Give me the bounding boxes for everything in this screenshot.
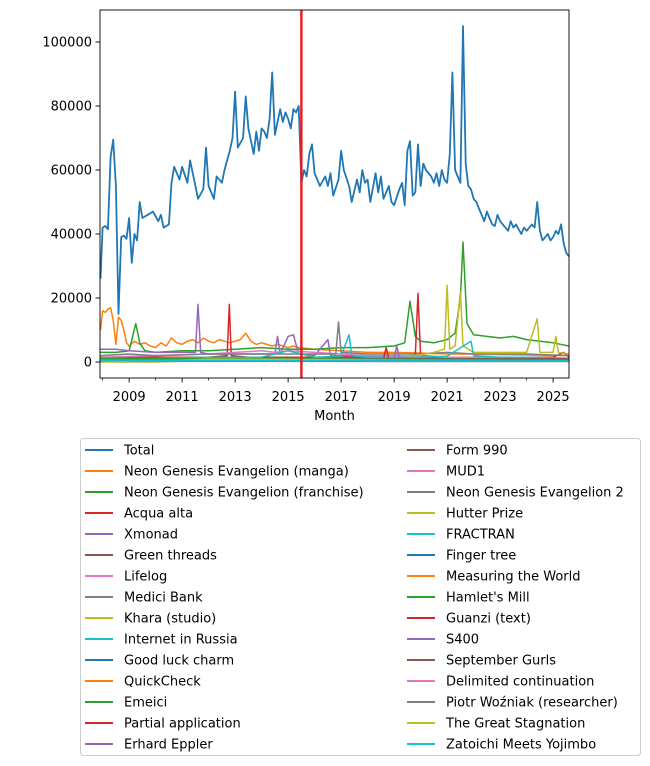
legend-label: Good luck charm — [124, 654, 234, 669]
series-line-9 — [100, 334, 569, 360]
legend-label: MUD1 — [446, 465, 485, 480]
legend-label: Measuring the World — [446, 570, 581, 585]
legend-label: Emeici — [124, 696, 167, 711]
x-tick-label: 2023 — [484, 390, 517, 405]
legend-label: The Great Stagnation — [445, 717, 585, 732]
plot-frame — [99, 9, 570, 379]
x-tick-label: 2015 — [272, 390, 305, 405]
y-tick-label: 40000 — [51, 228, 92, 243]
legend-label: Neon Genesis Evangelion (franchise) — [124, 486, 364, 501]
x-tick-label: 2025 — [537, 390, 570, 405]
legend-label: Delimited continuation — [446, 675, 594, 690]
legend-label: S400 — [446, 633, 479, 648]
legend-label: Medici Bank — [124, 591, 203, 606]
legend-label: Xmonad — [124, 528, 178, 543]
legend-label: Zatoichi Meets Yojimbo — [446, 738, 596, 753]
y-tick-label: 0 — [84, 356, 92, 371]
y-tick-label: 100000 — [42, 36, 92, 51]
legend-label: Partial application — [124, 717, 241, 732]
legend-label: Neon Genesis Evangelion (manga) — [124, 465, 349, 480]
legend-label: Hamlet's Mill — [446, 591, 530, 606]
legend-label: September Gurls — [446, 654, 556, 669]
legend-label: Erhard Eppler — [124, 738, 213, 753]
y-tick-label: 20000 — [51, 292, 92, 307]
legend-label: Guanzi (text) — [446, 612, 531, 627]
x-axis-title: Month — [314, 409, 355, 424]
legend-label: Acqua alta — [124, 507, 193, 522]
series-line-7 — [100, 321, 569, 357]
legend-label: Internet in Russia — [124, 633, 238, 648]
legend-label: FRACTRAN — [446, 528, 515, 543]
legend-label: Hutter Prize — [446, 507, 523, 522]
legend-label: QuickCheck — [124, 675, 201, 690]
legend-label: Piotr Woźniak (researcher) — [446, 696, 618, 711]
x-tick-label: 2009 — [113, 390, 146, 405]
series-lines — [100, 25, 569, 363]
legend-label: Green threads — [124, 549, 217, 564]
series-line-0 — [100, 25, 569, 315]
y-tick-label: 60000 — [51, 164, 92, 179]
legend-label: Form 990 — [446, 444, 508, 459]
y-axis: 0 20000 40000 60000 80000 100000 — [42, 36, 100, 371]
series-line-2 — [100, 241, 569, 354]
legend-label: Finger tree — [446, 549, 516, 564]
legend-box — [80, 438, 641, 756]
legend: Total Neon Genesis Evangelion (manga) Neon… — [80, 438, 641, 756]
x-tick-label: 2011 — [166, 390, 199, 405]
legend-label: Total — [123, 444, 154, 459]
legend-label: Neon Genesis Evangelion 2 — [446, 486, 624, 501]
series-line-6 — [100, 350, 569, 360]
x-tick-label: 2017 — [325, 390, 358, 405]
y-tick-label: 80000 — [51, 100, 92, 115]
legend-label: Lifelog — [124, 570, 167, 585]
x-tick-label: 2013 — [219, 390, 252, 405]
x-tick-label: 2019 — [378, 390, 411, 405]
legend-label: Khara (studio) — [124, 612, 216, 627]
x-tick-label: 2021 — [431, 390, 464, 405]
x-axis: 2009 2011 2013 2015 2017 2019 2021 2023 2025 — [102, 378, 570, 405]
